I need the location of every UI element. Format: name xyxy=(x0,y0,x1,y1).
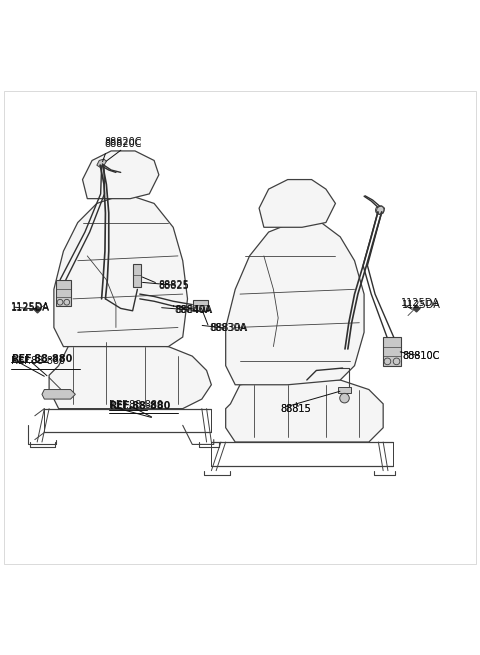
Polygon shape xyxy=(383,337,401,365)
Text: 88815: 88815 xyxy=(281,403,312,413)
Circle shape xyxy=(384,358,391,365)
Polygon shape xyxy=(193,300,207,310)
Text: 88820C: 88820C xyxy=(104,139,142,149)
Circle shape xyxy=(393,358,400,365)
Text: 1125DA: 1125DA xyxy=(401,297,440,308)
Text: 88810C: 88810C xyxy=(402,351,440,361)
Text: 88840A: 88840A xyxy=(174,305,211,315)
Polygon shape xyxy=(49,342,211,409)
Text: 88825: 88825 xyxy=(159,280,190,291)
Polygon shape xyxy=(132,264,141,287)
Text: REF.88-880: REF.88-880 xyxy=(109,402,170,411)
Text: 88810C: 88810C xyxy=(402,351,440,361)
Polygon shape xyxy=(376,206,384,214)
Polygon shape xyxy=(83,151,159,198)
Text: 1125DA: 1125DA xyxy=(402,299,441,310)
Polygon shape xyxy=(54,194,188,346)
Polygon shape xyxy=(338,387,351,394)
Polygon shape xyxy=(226,380,383,442)
Polygon shape xyxy=(226,223,364,384)
Text: 88825: 88825 xyxy=(159,280,190,290)
Polygon shape xyxy=(97,159,107,168)
Text: 88830A: 88830A xyxy=(209,324,246,333)
Text: REF.88-880: REF.88-880 xyxy=(11,356,65,366)
Text: 88830A: 88830A xyxy=(210,324,247,333)
Text: 1125DA: 1125DA xyxy=(11,303,50,313)
Polygon shape xyxy=(56,280,71,306)
Polygon shape xyxy=(259,179,336,227)
Text: 88820C: 88820C xyxy=(104,137,142,147)
Circle shape xyxy=(340,394,349,403)
Text: 88840A: 88840A xyxy=(176,305,213,315)
Text: REF.88-880: REF.88-880 xyxy=(109,400,163,410)
Text: REF.88-880: REF.88-880 xyxy=(11,354,72,364)
Text: 88815: 88815 xyxy=(281,403,312,413)
Circle shape xyxy=(57,299,63,305)
Polygon shape xyxy=(42,390,75,399)
Text: 1125DA: 1125DA xyxy=(11,302,50,312)
Circle shape xyxy=(64,299,70,305)
